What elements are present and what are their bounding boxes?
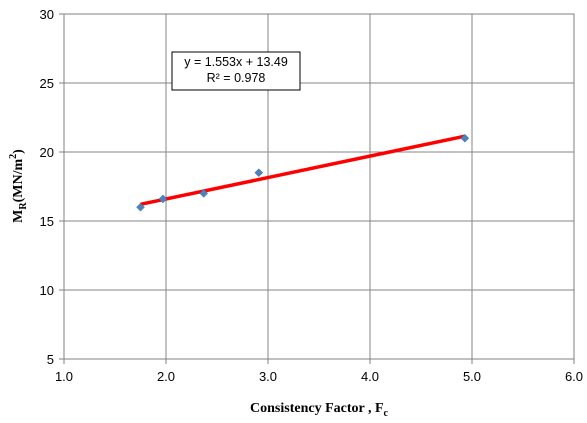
y-axis-title: MR(MN/m2): [8, 149, 29, 223]
y-tick-label: 5: [47, 352, 54, 367]
y-tick-label: 25: [40, 76, 54, 91]
x-tick-label: 5.0: [463, 369, 481, 384]
grid: [64, 14, 574, 359]
x-tick-label: 2.0: [157, 369, 175, 384]
trendline: [140, 134, 466, 207]
data-point: [199, 189, 209, 198]
plot-frame: [63, 13, 575, 360]
data-point: [158, 194, 168, 204]
y-tick-label: 15: [40, 214, 54, 229]
equation-box: y = 1.553x + 13.49 R² = 0.978: [171, 51, 301, 91]
trendline-equation: y = 1.553x + 13.49: [184, 55, 288, 69]
data-point: [460, 133, 470, 143]
x-axis-title: Consistency Factor , Fc: [250, 401, 389, 419]
y-axis: 5 10 15 20 25 30: [40, 7, 64, 367]
r-squared-label: R² = 0.978: [207, 71, 266, 85]
x-tick-label: 3.0: [259, 369, 277, 384]
y-tick-label: 20: [40, 145, 54, 160]
data-point: [254, 168, 264, 178]
y-tick-label: 10: [40, 283, 54, 298]
x-tick-label: 6.0: [565, 369, 583, 384]
data-point: [136, 202, 145, 212]
y-tick-label: 30: [40, 7, 54, 22]
x-tick-label: 4.0: [361, 369, 379, 384]
x-axis: 1.0 2.0 3.0 4.0 5.0 6.0: [55, 359, 583, 384]
x-tick-label: 1.0: [55, 369, 73, 384]
data-points: [136, 133, 470, 212]
